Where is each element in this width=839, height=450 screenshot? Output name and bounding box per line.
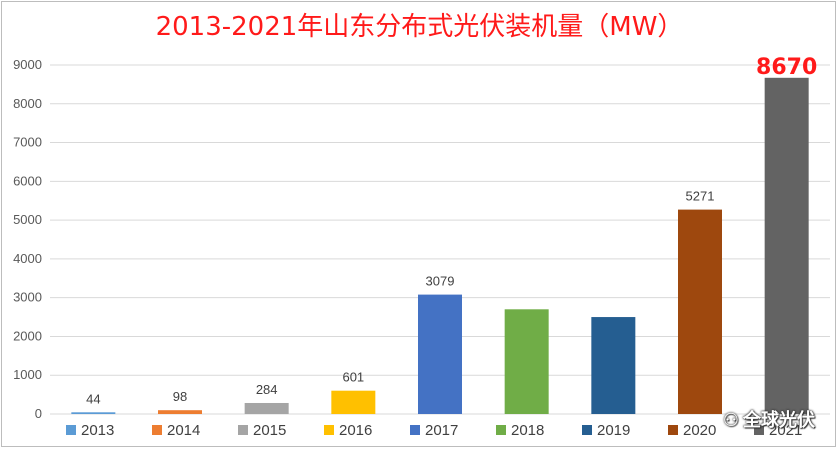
y-tick-label: 7000: [13, 135, 42, 150]
bar-2019: [591, 317, 636, 414]
y-axis-ticks: 0 1000 2000 3000 4000 5000 6000 7000 8000 9000: [13, 57, 42, 421]
bar-2021: [764, 77, 809, 415]
legend-label-2019: 2019: [597, 422, 630, 439]
legend-swatch-2019: [582, 425, 592, 435]
bar-2020: [678, 209, 722, 414]
legend-swatch-2017: [410, 425, 420, 435]
legend-label-2016: 2016: [339, 422, 372, 439]
legend-swatch-2014: [152, 425, 162, 435]
y-tick-label: 3000: [13, 290, 42, 305]
y-tick-label: 0: [35, 406, 42, 421]
data-label-2013: 44: [86, 391, 100, 406]
legend-swatch-2013: [66, 425, 76, 435]
data-label-2015: 284: [256, 382, 278, 397]
data-label-2021: 8670: [756, 55, 817, 80]
data-labels: 44 98 284 601 3079 5271 8670: [86, 55, 817, 406]
legend-swatch-2016: [324, 425, 334, 435]
chart-title: 2013-2021年山东分布式光伏装机量（MW）: [155, 12, 684, 42]
data-label-2020: 5271: [686, 189, 715, 204]
y-tick-label: 2000: [13, 328, 42, 343]
legend-swatch-2018: [496, 425, 506, 435]
watermark-text: 全球光伏: [743, 410, 815, 431]
legend-swatch-2015: [238, 425, 248, 435]
data-label-2014: 98: [173, 389, 187, 404]
legend-label-2015: 2015: [253, 422, 286, 439]
legend-label-2020: 2020: [683, 422, 716, 439]
legend-label-2021: 2021: [769, 422, 802, 439]
legend-label-2017: 2017: [425, 422, 458, 439]
bars: [71, 77, 809, 415]
data-label-2016: 601: [342, 370, 364, 385]
legend-label-2014: 2014: [167, 422, 200, 439]
watermark: ⚇ 全球光伏: [723, 406, 815, 432]
bar-2018: [504, 309, 549, 414]
y-tick-label: 4000: [13, 251, 42, 266]
legend-label-2013: 2013: [81, 422, 114, 439]
wechat-icon: ⚇: [722, 410, 739, 431]
bar-2013: [71, 412, 116, 414]
y-tick-label: 6000: [13, 173, 42, 188]
legend-swatch-2021: [754, 425, 764, 435]
y-tick-label: 9000: [13, 57, 42, 72]
legend-swatch-2020: [668, 425, 678, 435]
bar-2015: [244, 402, 289, 414]
bar-2014: [158, 410, 202, 414]
y-tick-label: 1000: [13, 367, 42, 382]
y-tick-label: 8000: [13, 96, 42, 111]
bar-2016: [331, 390, 376, 414]
legend-label-2018: 2018: [511, 422, 544, 439]
data-label-2017: 3079: [426, 274, 455, 289]
bar-2017: [418, 294, 462, 414]
legend: 2013 2014 2015 2016 2017 2018 2019 2020 2021: [66, 422, 802, 439]
y-tick-label: 5000: [13, 212, 42, 227]
